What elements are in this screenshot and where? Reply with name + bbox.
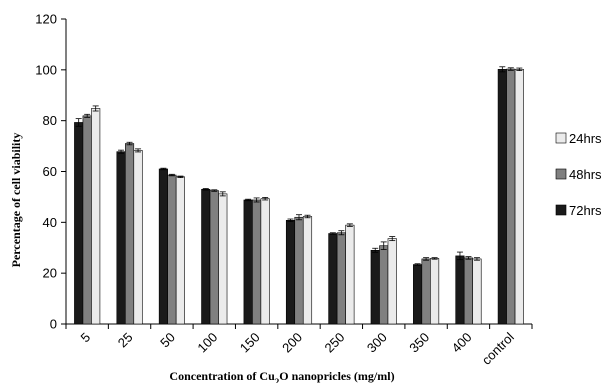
bar-24hrs — [133, 150, 143, 325]
bar-24hrs — [260, 198, 270, 325]
legend-swatch-72hrs — [555, 204, 567, 216]
bar-72hrs — [243, 199, 253, 325]
bar-72hrs — [116, 151, 126, 325]
bar-24hrs — [387, 238, 397, 325]
bar-48hrs — [294, 216, 304, 325]
bar-72hrs — [285, 220, 296, 325]
x-tick-label: 5 — [78, 330, 94, 346]
x-tick-label: 400 — [449, 330, 475, 356]
x-axis-title-subscript: 2 — [275, 377, 280, 383]
x-tick-label: 300 — [364, 330, 390, 356]
y-axis-title: Percentage of cell viability — [9, 133, 23, 268]
x-tick-label: 350 — [406, 330, 432, 356]
bar-48hrs — [379, 245, 389, 325]
bar-72hrs — [74, 122, 84, 325]
bar-24hrs — [472, 258, 482, 325]
x-ticks: 5 25 50 100 150 200 250 300 350 400 control — [65, 324, 533, 368]
y-ticks: 0 20 40 60 80 100 120 — [35, 12, 66, 332]
legend-label-72hrs: 72hrs — [569, 203, 602, 218]
bar-24hrs — [430, 258, 440, 325]
y-tick-label: 60 — [43, 164, 57, 179]
bar-48hrs — [124, 143, 135, 325]
x-tick-label: 100 — [194, 330, 220, 356]
x-tick-label: 250 — [322, 330, 348, 356]
bar-72hrs — [455, 255, 465, 325]
bar-24hrs — [302, 216, 313, 325]
bar-72hrs — [158, 168, 168, 325]
legend: 24hrs 48hrs 72hrs — [555, 131, 602, 218]
bar-24hrs — [218, 193, 228, 325]
bar-72hrs — [413, 264, 423, 325]
bar-24hrs — [175, 176, 185, 325]
legend-label-24hrs: 24hrs — [569, 131, 602, 146]
legend-label-48hrs: 48hrs — [569, 167, 602, 182]
y-tick-label: 120 — [35, 12, 57, 27]
x-tick-label: control — [479, 329, 517, 367]
bar-24hrs — [514, 69, 524, 325]
bar-48hrs — [336, 232, 346, 325]
x-axis-title-prefix: Concentration of Cu — [169, 369, 275, 383]
bar-48hrs — [421, 258, 431, 325]
bar-72hrs — [201, 188, 211, 325]
y-tick-label: 20 — [43, 266, 57, 281]
error-bars — [75, 66, 523, 266]
legend-swatch-48hrs — [555, 168, 567, 180]
y-tick-label: 0 — [50, 317, 57, 332]
bar-72hrs — [497, 69, 507, 325]
x-axis-title-suffix: O nanopricles (mg/ml) — [279, 369, 394, 383]
legend-swatch-24hrs — [555, 132, 567, 144]
x-tick-label: 50 — [157, 330, 178, 351]
x-tick-label: 150 — [237, 330, 263, 356]
bar-24hrs — [91, 108, 101, 325]
x-tick-label: 200 — [279, 330, 305, 356]
bar-72hrs — [328, 233, 338, 325]
bar-48hrs — [82, 115, 92, 325]
y-tick-label: 100 — [35, 62, 57, 77]
x-tick-label: 25 — [115, 330, 136, 351]
bar-72hrs — [370, 249, 380, 325]
bars — [74, 68, 524, 325]
x-axis-title: Concentration of Cu2O nanopricles (mg/ml… — [169, 369, 394, 383]
bar-48hrs — [506, 68, 516, 325]
y-tick-label: 80 — [43, 113, 57, 128]
bar-24hrs — [345, 224, 355, 325]
bar-48hrs — [463, 257, 474, 325]
bar-48hrs — [252, 199, 262, 325]
y-tick-label: 40 — [43, 215, 57, 230]
bar-48hrs — [167, 174, 177, 325]
bar-48hrs — [209, 190, 219, 325]
